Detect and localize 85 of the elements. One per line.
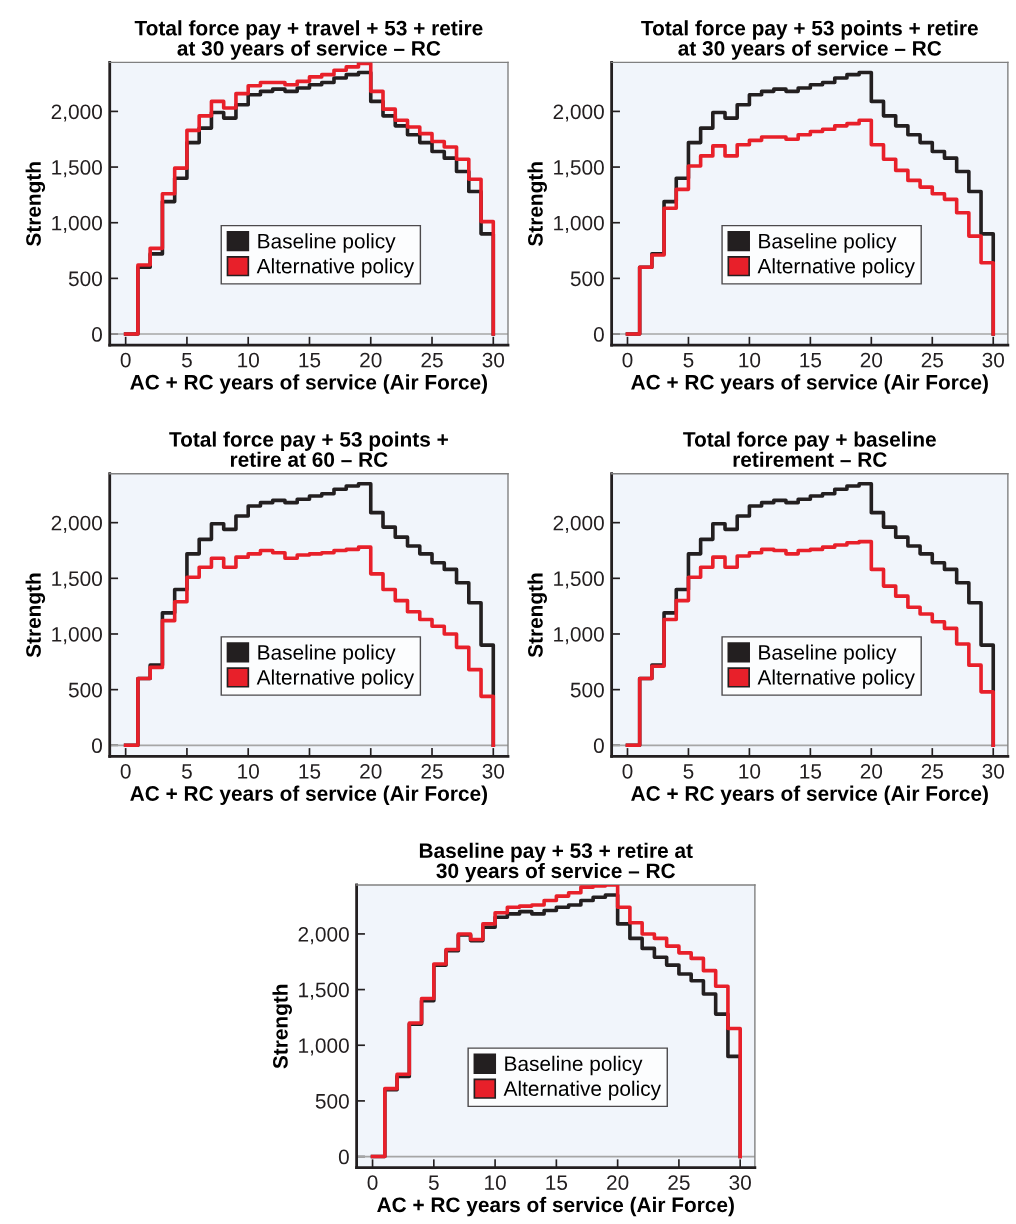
x-tick-label: 20 [607, 1175, 629, 1190]
x-tick-label: 0 [367, 1175, 378, 1190]
y-tick-label: 500 [570, 271, 604, 287]
y-tick-label: 2,000 [553, 515, 604, 533]
x-tick-label: 25 [421, 763, 443, 779]
x-tick-label: 20 [360, 763, 382, 779]
y-tick-label: 2,000 [51, 515, 102, 533]
x-tick-label: 0 [622, 763, 633, 779]
y-tick-label: 500 [68, 271, 102, 287]
x-tick-label: 15 [800, 764, 822, 779]
y-axis-title: Strength [25, 162, 46, 247]
x-tick-label: 5 [181, 764, 192, 779]
x-axis-title: AC + RC years of service (Air Force) [377, 1196, 734, 1217]
chart-title: Total force pay + travel + 53 + retire at 30 years of service – RC [134, 20, 483, 60]
y-tick-label: 2,000 [553, 104, 604, 122]
y-tick-label: 0 [593, 327, 604, 342]
y-tick-label: 0 [593, 738, 604, 754]
x-tick-label: 15 [800, 352, 822, 368]
y-tick-label: 500 [570, 682, 604, 698]
legend-label: Baseline policy [258, 233, 396, 253]
y-tick-label: 0 [338, 1149, 349, 1165]
y-tick-label: 1,000 [554, 215, 604, 233]
y-tick-label: 1,500 [52, 160, 102, 178]
y-tick-label: 1,500 [554, 571, 604, 589]
x-tick-label: 30 [482, 352, 505, 368]
y-tick-label: 1,000 [554, 626, 604, 645]
chart-title: Total force pay + 53 points + retire at 60 – RC [169, 431, 448, 467]
x-tick-label: 0 [120, 352, 131, 368]
x-tick-label: 25 [921, 763, 943, 779]
chart-title: Total force pay + 53 points + retire at 30 years of service – RC [641, 20, 978, 60]
x-tick-label: 15 [546, 1175, 568, 1190]
y-tick-label: 0 [92, 738, 102, 754]
y-tick-label: 1,000 [52, 626, 102, 645]
x-tick-label: 20 [860, 763, 883, 779]
y-axis-title: Strength [527, 573, 547, 658]
x-tick-label: 0 [120, 763, 131, 779]
y-tick-label: 2,000 [51, 104, 102, 122]
x-axis-title: AC + RC years of service (Air Force) [130, 785, 488, 805]
x-tick-label: 5 [683, 352, 694, 368]
x-tick-label: 5 [428, 1175, 439, 1190]
y-axis-title: Strength [272, 984, 292, 1069]
x-tick-label: 10 [485, 1175, 506, 1190]
x-tick-label: 10 [238, 763, 259, 779]
x-axis-title: AC + RC years of service (Air Force) [130, 374, 488, 394]
x-tick-label: 30 [729, 1175, 751, 1190]
y-axis-title: Strength [527, 162, 547, 247]
y-tick-label: 500 [315, 1093, 349, 1109]
x-tick-label: 20 [360, 352, 382, 368]
x-tick-label: 30 [482, 763, 505, 779]
x-tick-label: 15 [299, 764, 321, 779]
x-axis-title: AC + RC years of service (Air Force) [631, 374, 988, 394]
y-tick-label: 2,000 [298, 926, 349, 945]
x-tick-label: 30 [982, 352, 1005, 368]
chart-title: Baseline pay + 53 + retire at 30 years of service – RC [419, 842, 693, 883]
x-tick-label: 25 [921, 352, 943, 368]
legend-label: Baseline policy [759, 644, 897, 664]
y-tick-label: 1,000 [299, 1038, 349, 1056]
x-axis-title: AC + RC years of service (Air Force) [631, 785, 988, 805]
x-tick-label: 10 [238, 352, 259, 368]
y-tick-label: 0 [92, 327, 102, 342]
legend-label: Baseline policy [258, 644, 396, 664]
legend-label: Alternative policy [757, 258, 915, 278]
legend-label: Baseline policy [759, 233, 897, 253]
y-tick-label: 1,500 [299, 982, 349, 1000]
y-tick-label: 1,500 [52, 571, 102, 589]
y-tick-label: 500 [68, 682, 102, 698]
x-tick-label: 25 [668, 1175, 690, 1190]
x-tick-label: 30 [982, 763, 1005, 779]
x-tick-label: 5 [181, 352, 192, 368]
x-tick-label: 10 [739, 763, 761, 779]
x-tick-label: 0 [622, 352, 633, 368]
y-axis-title: Strength [25, 573, 46, 658]
x-tick-label: 20 [860, 352, 883, 368]
x-tick-label: 25 [421, 352, 443, 368]
y-tick-label: 1,000 [52, 215, 102, 233]
legend-label: Alternative policy [503, 1080, 661, 1101]
legend-label: Baseline policy [505, 1055, 643, 1076]
legend-label: Alternative policy [256, 258, 415, 278]
chart-title: Total force pay + baseline retirement – RC [683, 431, 936, 467]
y-tick-label: 1,500 [554, 160, 604, 178]
legend-label: Alternative policy [757, 669, 915, 689]
x-tick-label: 10 [739, 352, 761, 368]
x-tick-label: 5 [683, 764, 694, 779]
legend-label: Alternative policy [256, 669, 415, 689]
x-tick-label: 15 [299, 352, 321, 368]
